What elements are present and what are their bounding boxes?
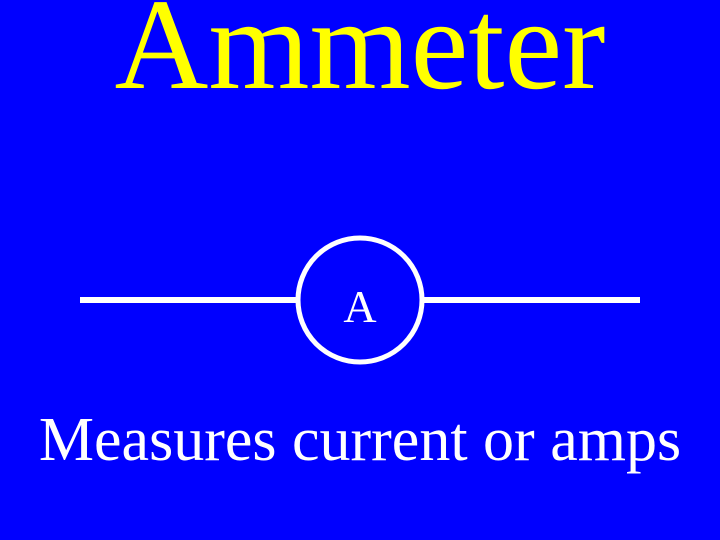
ammeter-label: A [0,280,720,333]
slide-description: Measures current or amps [0,405,720,476]
slide-title: Ammeter [0,0,720,120]
